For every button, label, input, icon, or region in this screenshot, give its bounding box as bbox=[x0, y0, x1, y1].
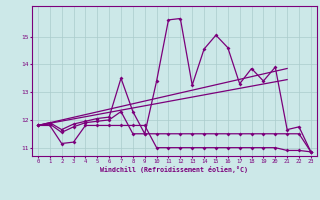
X-axis label: Windchill (Refroidissement éolien,°C): Windchill (Refroidissement éolien,°C) bbox=[100, 166, 248, 173]
